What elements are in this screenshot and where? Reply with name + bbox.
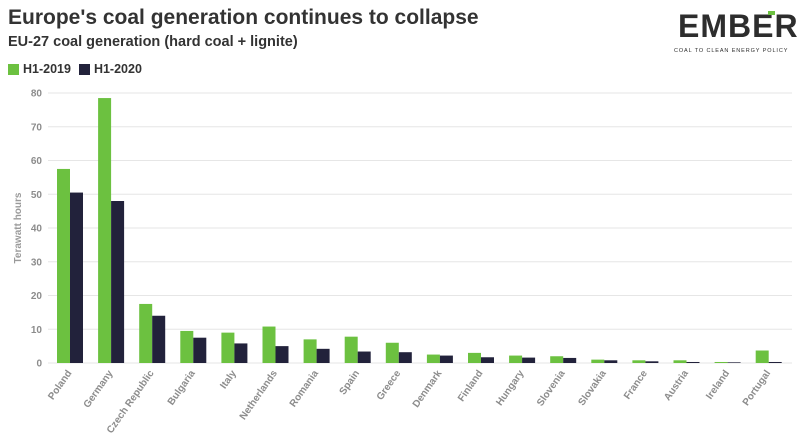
legend-label-h1-2020: H1-2020 bbox=[93, 62, 142, 76]
bar-h1-2019-greece bbox=[385, 342, 399, 363]
y-tick-label: 80 bbox=[31, 89, 43, 100]
bar-h1-2019-germany bbox=[98, 98, 112, 363]
x-category-label: Poland bbox=[46, 368, 74, 402]
x-category-label: Slovenia bbox=[535, 368, 568, 408]
bar-h1-2019-poland bbox=[57, 168, 70, 363]
logo-accent-graphic bbox=[768, 11, 775, 15]
x-category-label: Portugal bbox=[741, 368, 773, 408]
bars bbox=[57, 98, 782, 363]
bar-h1-2020-czech-republic bbox=[152, 315, 166, 363]
legend: H1-2019 H1-2020 bbox=[8, 62, 142, 76]
bar-h1-2019-finland bbox=[468, 352, 481, 363]
legend-swatch-h1-2019 bbox=[8, 63, 19, 75]
bar-h1-2020-slovenia bbox=[563, 357, 577, 363]
chart-title: Europe's coal generation continues to co… bbox=[8, 6, 479, 29]
bar-h1-2020-poland bbox=[70, 192, 83, 363]
legend-swatch-h1-2020 bbox=[78, 63, 90, 75]
bar-h1-2019-slovakia bbox=[591, 359, 605, 363]
logo-accent-bar bbox=[768, 11, 775, 15]
bar-h1-2019-slovenia bbox=[550, 356, 564, 363]
bar-h1-2020-portugal bbox=[768, 361, 782, 363]
bar-h1-2020-italy bbox=[234, 343, 248, 363]
bar-h1-2019-italy bbox=[221, 332, 235, 363]
x-category-label: Austria bbox=[662, 368, 691, 403]
ember-logo: EMBER COAL TO CLEAN ENERGY POLICY bbox=[640, 2, 800, 62]
bar-h1-2019-denmark bbox=[426, 354, 440, 363]
bar-h1-2019-hungary bbox=[509, 355, 523, 363]
legend-item-h1-2020: H1-2020 bbox=[78, 62, 142, 76]
bar-h1-2019-ireland bbox=[714, 361, 728, 363]
y-tick-label: 0 bbox=[36, 359, 42, 370]
y-axis-ticks: 0 10 20 30 40 50 60 70 80 bbox=[31, 89, 43, 370]
legend-label-h1-2019: H1-2019 bbox=[23, 62, 71, 76]
y-tick-label: 10 bbox=[31, 325, 43, 336]
bar-h1-2019-romania bbox=[303, 339, 317, 363]
bar-h1-2020-austria bbox=[686, 361, 700, 363]
bar-h1-2020-hungary bbox=[522, 357, 536, 363]
bar-h1-2019-spain bbox=[344, 336, 358, 363]
x-category-label: Hungary bbox=[494, 368, 527, 408]
bar-h1-2019-france bbox=[632, 360, 646, 363]
chart-subtitle: EU-27 coal generation (hard coal + ligni… bbox=[8, 34, 298, 50]
y-tick-label: 60 bbox=[31, 156, 43, 167]
x-category-label: Ireland bbox=[704, 368, 732, 401]
x-category-label: Spain bbox=[338, 368, 363, 397]
bar-h1-2019-portugal bbox=[755, 350, 769, 363]
bar-h1-2020-spain bbox=[357, 351, 371, 363]
logo-wordmark: EMBER bbox=[678, 8, 799, 44]
legend-item-h1-2019: H1-2019 bbox=[8, 62, 71, 76]
y-axis-title: Terawatt hours bbox=[13, 192, 24, 263]
bar-h1-2020-germany bbox=[111, 201, 125, 363]
logo-tagline: COAL TO CLEAN ENERGY POLICY bbox=[674, 48, 789, 54]
x-category-label: Romania bbox=[288, 368, 321, 409]
y-tick-label: 70 bbox=[31, 122, 43, 133]
x-category-label: France bbox=[622, 368, 650, 402]
x-category-label: Slovakia bbox=[576, 368, 609, 408]
bar-h1-2020-ireland bbox=[727, 362, 741, 363]
bar-h1-2020-finland bbox=[481, 357, 494, 363]
bar-h1-2020-france bbox=[645, 361, 659, 363]
x-category-label: Netherlands bbox=[238, 368, 280, 422]
x-category-label: Greece bbox=[375, 368, 404, 402]
bar-h1-2020-netherlands bbox=[275, 346, 289, 363]
bar-h1-2020-bulgaria bbox=[193, 337, 207, 363]
bar-h1-2019-bulgaria bbox=[180, 330, 194, 363]
bar-h1-2019-netherlands bbox=[262, 326, 276, 363]
bar-h1-2019-austria bbox=[673, 360, 687, 363]
x-category-label: Germany bbox=[82, 368, 116, 410]
bar-h1-2020-greece bbox=[398, 352, 412, 363]
bar-h1-2020-slovakia bbox=[604, 360, 618, 363]
y-tick-label: 40 bbox=[31, 224, 43, 235]
y-tick-label: 50 bbox=[31, 190, 43, 201]
x-category-label: Finland bbox=[456, 368, 485, 403]
bar-h1-2019-czech-republic bbox=[139, 303, 153, 363]
y-tick-label: 30 bbox=[31, 257, 43, 268]
y-tick-label: 20 bbox=[31, 291, 43, 302]
bar-h1-2020-romania bbox=[316, 348, 330, 363]
gridlines bbox=[48, 92, 792, 364]
x-category-label: Bulgaria bbox=[166, 368, 198, 407]
x-category-label: Denmark bbox=[411, 368, 445, 410]
x-category-label: Italy bbox=[218, 368, 239, 391]
bar-h1-2020-denmark bbox=[439, 355, 453, 363]
